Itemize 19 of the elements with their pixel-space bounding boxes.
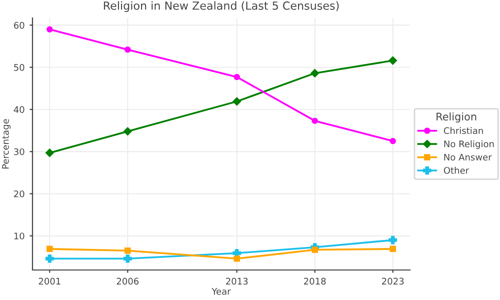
legend-label: Christian (444, 127, 483, 134)
legend-label: No Religion (444, 140, 494, 150)
legend-title: Religion (436, 112, 476, 123)
y-tick-label: 50 (14, 64, 24, 71)
x-axis-title: Year (212, 288, 231, 295)
chart-title: Religion in New Zealand (Last 5 Censuses) (104, 1, 339, 12)
x-tick-label: 2001 (38, 278, 60, 285)
y-tick-label: 20 (14, 190, 24, 198)
x-tick-label: 2023 (382, 278, 404, 285)
x-tick-label: 2006 (116, 278, 139, 285)
legend-label: No Answer (444, 154, 492, 161)
y-tick-label: 30 (14, 148, 24, 156)
y-tick-label: 10 (14, 232, 24, 240)
x-tick-label: 2013 (226, 278, 248, 285)
y-tick-label: 60 (14, 22, 24, 29)
x-tick-label: 2018 (304, 278, 326, 285)
y-axis-title: Percentage (2, 119, 11, 169)
y-tick-label: 40 (14, 106, 24, 114)
legend-label: Other (444, 166, 470, 174)
